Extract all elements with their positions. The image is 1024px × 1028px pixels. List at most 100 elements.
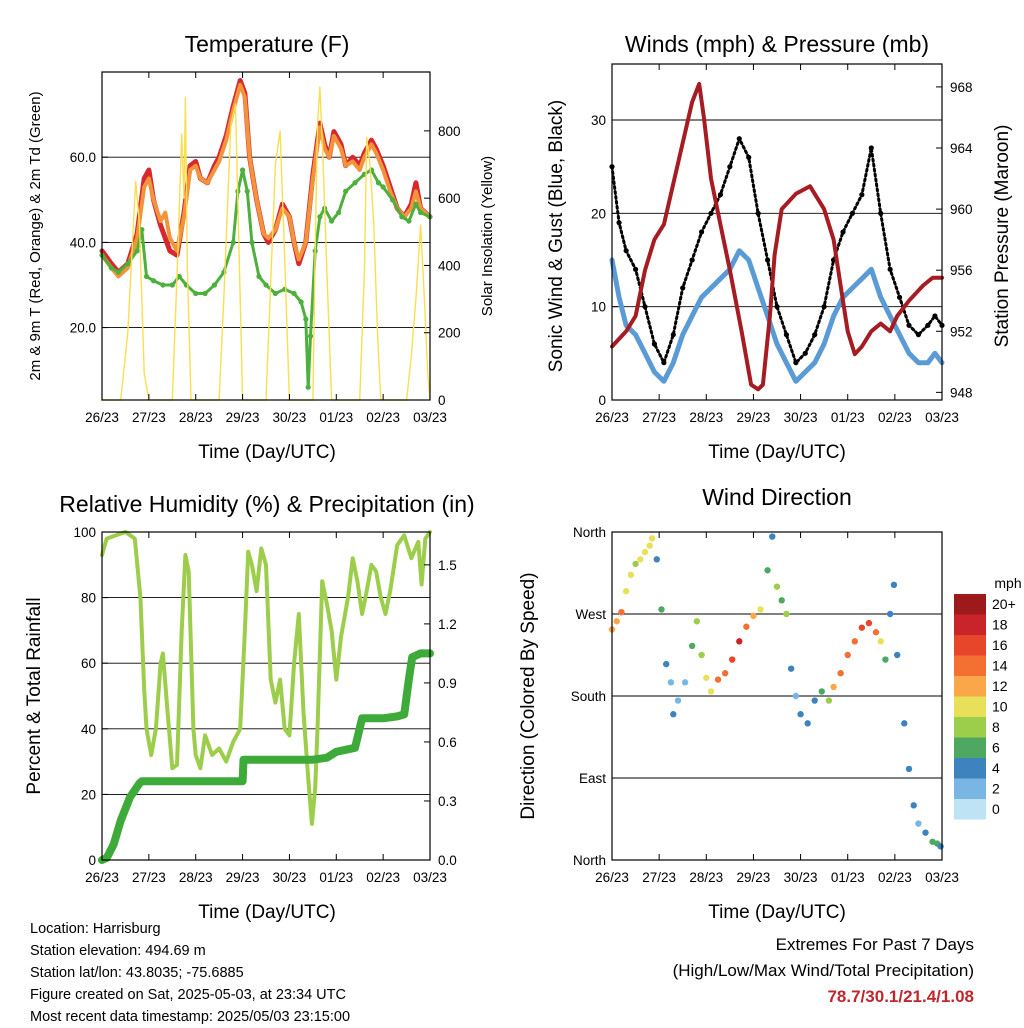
extremes-values: 78.7/30.1/21.4/1.08 [827,987,974,1006]
y-tick-label: 100 [73,525,96,540]
y-tick-label-right: 200 [438,326,461,341]
y-axis-label: 2m & 9m T (Red, Orange) & 2m Td (Green) [27,91,44,380]
x-tick-label: 30/23 [784,410,818,425]
y-tick-label: 20 [81,787,96,802]
x-tick-label: 01/23 [831,870,865,885]
x-tick-label: 28/23 [689,410,723,425]
y-tick-label: South [571,689,606,704]
direction-point [743,623,750,630]
y-tick-label-right: 600 [438,191,461,206]
direction-point [844,651,851,659]
x-tick-label: 03/23 [925,410,959,425]
x-tick-label: 01/23 [319,870,353,885]
y-tick-label-right: 0.6 [438,735,457,750]
y-tick-label: 40.0 [70,235,96,250]
info-location: Location: Harrisburg [30,921,161,937]
series-point-gust [783,332,790,338]
x-tick-label: 30/23 [784,870,818,885]
speed-legend-swatch [954,614,986,635]
speed-legend-title: mph [994,575,1021,591]
series-point-dewpoint [282,286,288,292]
direction-point [769,533,776,540]
y-axis-label: Sonic Wind & Gust (Blue, Black) [546,100,567,372]
y-tick-label-right: 964 [950,141,973,156]
direction-point [764,567,771,574]
y-tick-label-right: 800 [438,124,461,139]
series-point-gust [651,341,658,347]
direction-point [797,711,804,718]
x-tick-label: 02/23 [878,870,912,885]
x-tick-label: 27/23 [132,410,166,425]
direction-point [646,542,653,549]
direction-point [613,618,620,625]
series-solar [101,86,431,401]
direction-point [622,588,630,595]
series-point-gust [812,332,818,338]
series-point-gust [623,248,629,254]
series-point-gust [632,266,639,272]
y-tick-label: 0 [598,393,606,408]
x-tick-label: 27/23 [642,870,676,885]
x-tick-label: 01/23 [319,410,353,425]
series-point-dewpoint [413,201,419,207]
y-tick-label-right: 0.3 [438,794,457,809]
speed-legend-swatch [954,594,986,615]
x-tick-label: 27/23 [132,870,166,885]
series-point-dewpoint [389,197,396,203]
y-tick-label: 40 [81,722,96,737]
x-tick-label: 02/23 [366,410,400,425]
direction-point [825,697,833,704]
speed-legend-swatch [954,717,986,738]
direction-point [663,660,670,668]
direction-point [837,670,844,677]
x-axis-label: Time (Day/UTC) [198,442,336,463]
series-point-dewpoint [406,218,412,224]
series-point-gust [915,332,922,338]
series-point-gust [755,210,761,216]
chart-panel-2: 26/23 27/23 28/23 29/23 30/23 01/23 02/23 03/23… [546,31,1013,463]
direction-point [877,638,884,645]
speed-legend-label: 14 [992,658,1008,674]
x-tick-label: 26/23 [85,410,119,425]
info-elevation: Station elevation: 494.69 m [30,943,206,959]
y-axis-label: Direction (Colored By Speed) [518,572,539,819]
x-tick-label: 29/23 [737,410,771,425]
series-point-gust [849,210,856,216]
y-tick-label-right: 952 [950,324,973,339]
series-point-dewpoint [291,290,297,297]
y-tick-label: 60 [81,656,96,671]
series-temp2m [99,78,433,275]
x-axis-label: Time (Day/UTC) [708,442,846,463]
direction-point [922,829,929,836]
speed-legend-label: 0 [992,801,1000,817]
direction-point [736,638,743,645]
chart-title: Temperature (F) [185,31,350,57]
series-point-dewpoint [418,209,424,216]
series-point-gust [661,360,667,366]
series-point-dewpoint [108,265,114,271]
info-latlon: Station lat/lon: 43.8035; -75.6885 [30,965,244,981]
series-point-dewpoint [230,239,236,245]
series-point-gust [727,164,733,170]
direction-point [858,624,866,631]
speed-legend-swatch [954,799,986,820]
series-point-gust [887,266,893,272]
info-recent: Most recent data timestamp: 2025/05/03 2… [30,1009,351,1025]
extremes-block: Extremes For Past 7 Days (High/Low/Max W… [673,932,974,1010]
series-point-gust [868,145,874,151]
series-point-gust [764,257,771,263]
series-point-dewpoint [352,180,358,186]
series-point-dewpoint [336,209,342,216]
series-point-gust [717,192,724,198]
series-point-gust [859,192,865,198]
series-point-dewpoint [305,384,311,390]
direction-point [703,674,710,681]
x-tick-label: 03/23 [413,410,447,425]
y-tick-label-right: 1.5 [438,558,457,573]
direction-point [886,610,894,618]
direction-point [707,688,715,695]
series-point-gust [878,210,884,216]
direction-point [667,679,675,686]
series-point-gust [821,304,827,310]
series-point-gust [932,313,938,319]
